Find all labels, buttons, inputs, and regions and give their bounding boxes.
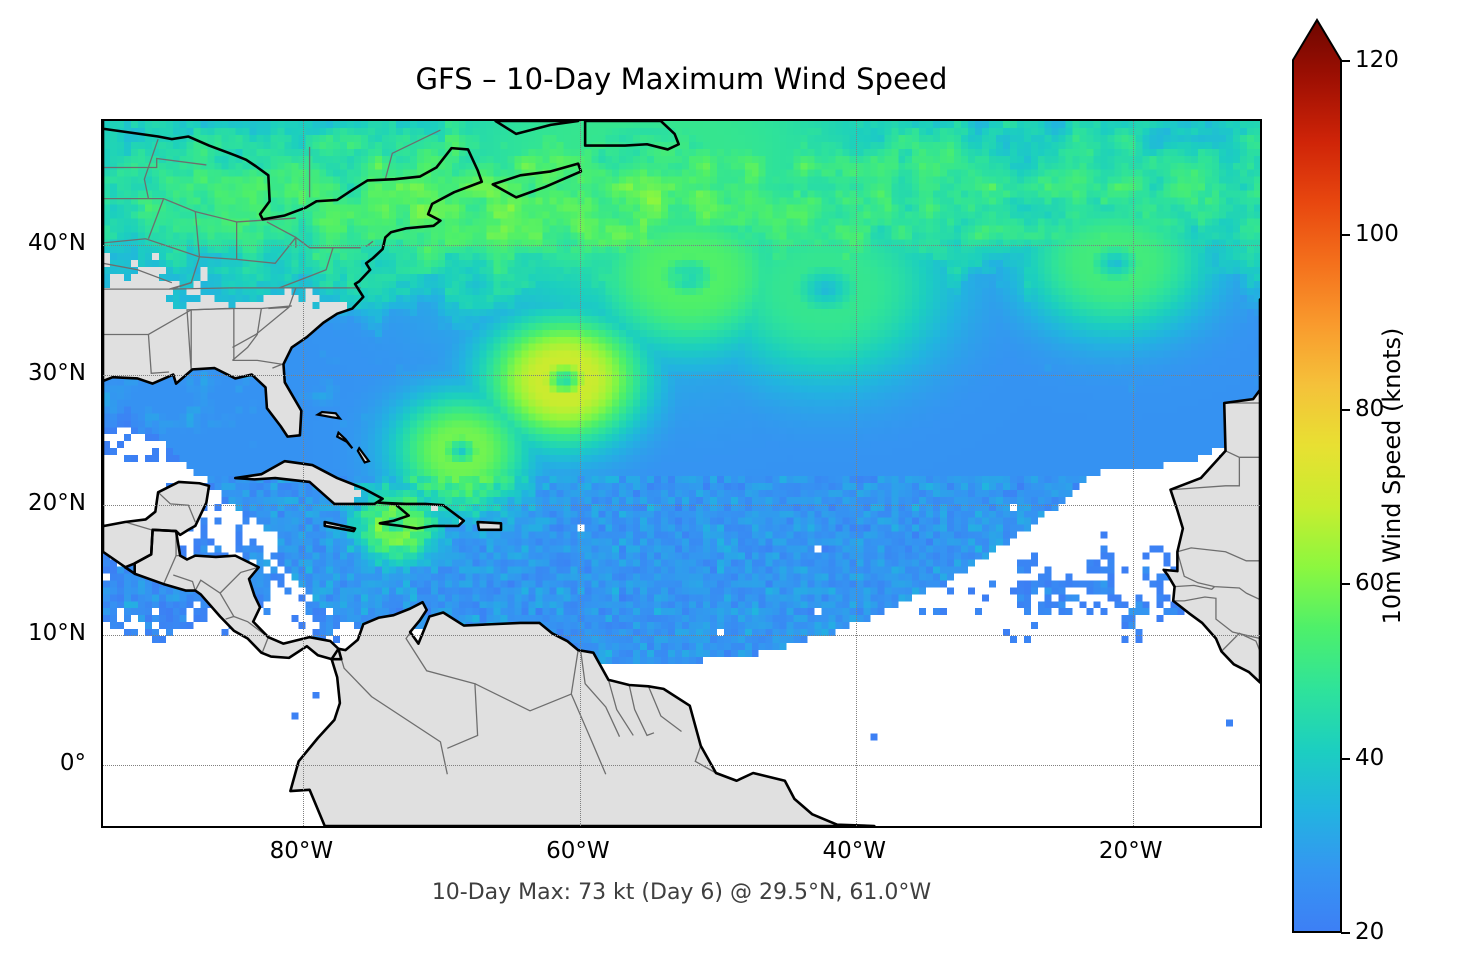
longitude-tick-3: 20°W <box>1098 838 1163 864</box>
coastline-hispaniola <box>377 501 466 530</box>
internal-border-26 <box>384 129 441 180</box>
coastline-newfoundland <box>583 121 681 151</box>
coastline-mexico <box>103 379 211 576</box>
colorbar-tick-mark-1 <box>1341 234 1350 237</box>
internal-border-43 <box>628 684 655 737</box>
colorbar-tick-label-1: 100 <box>1355 221 1399 248</box>
internal-border-10 <box>147 198 165 239</box>
internal-border-13 <box>266 221 297 248</box>
internal-border-38 <box>405 609 479 749</box>
internal-border-51 <box>1174 584 1215 590</box>
longitude-tick-1: 60°W <box>546 838 610 864</box>
colorbar-tick-mark-5 <box>1341 932 1350 934</box>
latitude-tick-0: 40°N <box>28 229 86 256</box>
internal-border-47 <box>1225 450 1260 458</box>
coastline-namerica <box>103 121 484 438</box>
internal-border-27 <box>157 491 196 523</box>
longitude-tick-2: 40°W <box>822 838 887 864</box>
internal-border-23 <box>168 282 192 290</box>
internal-border-32 <box>194 579 235 620</box>
internal-border-33 <box>219 566 259 594</box>
latitude-tick-2: 20°N <box>28 489 86 516</box>
internal-border-11 <box>171 211 201 290</box>
colorbar-tick-mark-4 <box>1341 757 1350 760</box>
island-bahamas-1 <box>335 430 354 449</box>
internal-border-1 <box>103 198 296 223</box>
internal-border-24 <box>103 262 173 284</box>
longitude-tick-0: 80°W <box>269 838 334 864</box>
map-geography-overlay <box>103 121 1260 826</box>
internal-border-29 <box>175 531 181 557</box>
colorbar-tick-label-5: 20 <box>1355 919 1385 945</box>
internal-border-35 <box>260 636 269 654</box>
coastline-africa <box>1162 298 1260 684</box>
colorbar-body <box>1292 18 1342 933</box>
internal-border-40 <box>570 693 607 775</box>
internal-border-2 <box>103 236 361 264</box>
colorbar[interactable] <box>1292 18 1342 933</box>
internal-border-52 <box>1173 596 1260 640</box>
internal-border-8 <box>232 306 290 348</box>
latitude-tick-4: 0° <box>59 749 86 776</box>
colorbar-gradient <box>1292 18 1342 933</box>
internal-border-0 <box>103 157 207 169</box>
max-wind-annotation: 10-Day Max: 73 kt (Day 6) @ 29.5°N, 61.0… <box>431 880 932 905</box>
coastline-cuba <box>233 459 384 506</box>
internal-border-44 <box>647 686 682 733</box>
colorbar-tick-label-2: 80 <box>1355 395 1385 422</box>
coastline-puertorico <box>476 520 503 532</box>
colorbar-tick-mark-2 <box>1341 408 1350 411</box>
internal-border-4 <box>103 305 292 336</box>
internal-border-31 <box>173 574 196 591</box>
colorbar-tick-mark-0 <box>1341 60 1350 62</box>
colorbar-tick-label-3: 60 <box>1355 570 1385 597</box>
internal-border-45 <box>694 745 717 774</box>
internal-border-17 <box>268 287 297 310</box>
internal-border-53 <box>1220 632 1260 652</box>
internal-border-42 <box>607 679 634 736</box>
colorbar-tick-label-0: 120 <box>1355 47 1399 73</box>
latitude-tick-3: 10°N <box>28 619 86 646</box>
internal-border-9 <box>143 138 159 199</box>
latitude-tick-1: 30°N <box>28 359 86 386</box>
internal-border-18 <box>232 308 262 361</box>
internal-border-37 <box>337 648 448 775</box>
internal-border-15 <box>365 240 374 248</box>
internal-border-5 <box>186 307 234 371</box>
internal-border-28 <box>124 521 152 531</box>
internal-border-48 <box>1170 457 1241 491</box>
internal-border-20 <box>147 334 170 374</box>
map-axes[interactable] <box>101 119 1262 828</box>
island-bahamas-2 <box>356 446 371 464</box>
colorbar-tick-mark-3 <box>1341 583 1350 586</box>
coastline-novascotia <box>491 162 583 199</box>
coastline-greatbritain_na <box>494 121 580 136</box>
page-title: GFS – 10-Day Maximum Wind Speed <box>415 62 948 96</box>
internal-border-3 <box>103 287 361 290</box>
internal-border-39 <box>474 649 579 712</box>
coastline-jamaica <box>323 520 357 533</box>
island-bahamas-0 <box>314 410 343 421</box>
internal-border-50 <box>1176 551 1260 601</box>
colorbar-tick-label-4: 40 <box>1355 744 1385 771</box>
colorbar-axis-label: 10m Wind Speed (knots) <box>1378 327 1406 625</box>
coastline-samerica <box>289 600 876 826</box>
internal-border-30 <box>162 555 177 585</box>
coastline-centralam <box>133 528 343 661</box>
internal-border-16 <box>279 247 334 289</box>
internal-border-7 <box>232 359 285 369</box>
internal-border-49 <box>1177 547 1260 562</box>
